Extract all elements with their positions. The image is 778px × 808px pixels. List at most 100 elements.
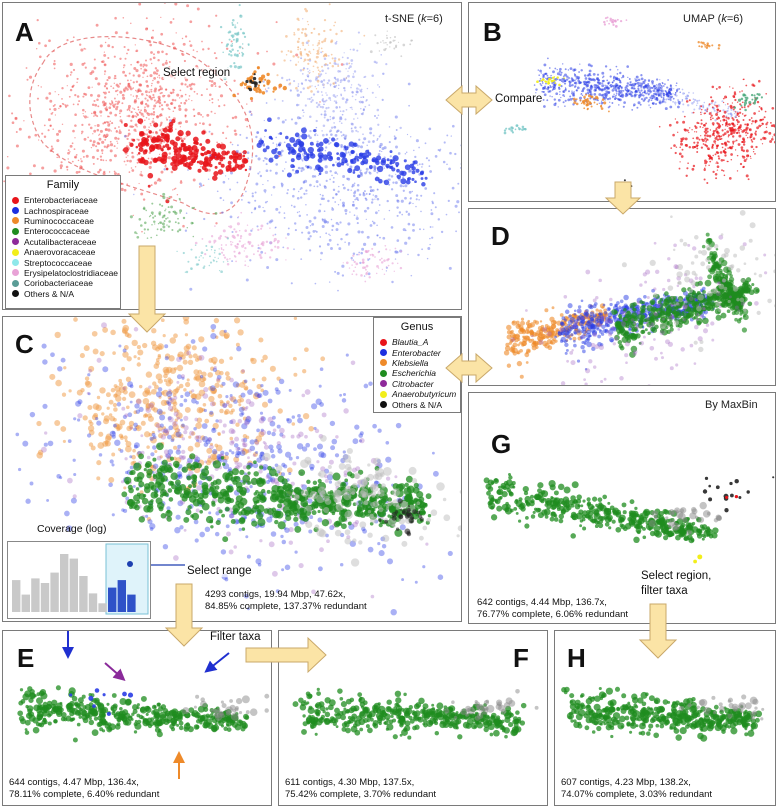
point-cloud — [182, 693, 270, 721]
family-legend-item: Erysipelatoclostridiaceae — [6, 268, 120, 278]
point-band — [292, 687, 527, 740]
histogram-bar — [69, 558, 78, 612]
histogram-bar — [127, 594, 136, 612]
family-legend-swatch — [12, 269, 19, 277]
family-legend-item: Enterococcaceae — [6, 226, 120, 236]
genus-legend-swatch — [380, 390, 387, 398]
panel-d-scatter — [479, 210, 775, 385]
family-legend-label: Streptococcaceae — [24, 257, 93, 268]
point-cloud — [725, 494, 739, 499]
compare-annotation: Compare — [495, 93, 543, 105]
family-legend-item: Enterobacteriaceae — [6, 195, 120, 205]
selection-lasso — [29, 36, 254, 215]
panel-b-title: UMAP (k=6) — [683, 13, 744, 25]
select-region-annotation: Select region — [163, 67, 231, 79]
genus-legend-swatch — [380, 359, 387, 367]
histogram-bar — [12, 580, 21, 612]
point-cloud — [245, 73, 262, 92]
genus-legend-swatch — [380, 369, 387, 377]
point-cloud — [109, 192, 218, 239]
panel-e-stats: 644 contigs, 4.47 Mbp, 136.4x, 78.11% co… — [9, 777, 160, 800]
panel-b: B UMAP (k=6) Compare — [468, 2, 776, 202]
histogram-bar — [79, 576, 88, 612]
genus-legend-swatch — [380, 380, 387, 388]
point-cloud — [619, 179, 633, 192]
family-legend-swatch — [12, 248, 19, 256]
point-band — [17, 685, 250, 743]
genus-legend-title: Genus — [400, 321, 434, 333]
genus-legend-label: Escherichia — [392, 368, 436, 379]
genus-legend-label: Others & N/A — [392, 399, 443, 410]
point-cloud — [378, 498, 424, 537]
panel-f-stats: 611 contigs, 4.30 Mbp, 137.5x, 75.42% co… — [285, 777, 437, 800]
family-legend-swatch — [12, 279, 19, 287]
family-legend-label: Ruminococcaceae — [24, 215, 94, 226]
highlight-arrow — [204, 652, 230, 673]
point-cloud — [194, 211, 289, 268]
family-legend-swatch — [12, 217, 19, 225]
coverage-histogram — [7, 541, 151, 619]
family-legend-swatch — [12, 196, 19, 204]
genus-legend-label: Enterobacter — [392, 347, 441, 358]
panel-f-label: F — [513, 643, 529, 673]
histogram-bar — [21, 594, 30, 612]
point-cloud — [697, 41, 721, 50]
family-legend-swatch — [12, 259, 19, 267]
point-cloud — [176, 237, 230, 274]
point-cloud — [678, 694, 765, 721]
point-cloud — [536, 76, 565, 87]
genus-legend-label: Blautia_A — [392, 337, 429, 348]
family-legend-label: Anaerovoracaceae — [24, 247, 96, 258]
panel-h: H 607 contigs, 4.23 Mbp, 138.2x, 74.07% … — [554, 630, 776, 806]
panel-e-label: E — [17, 643, 35, 673]
panel-h-label: H — [567, 643, 586, 673]
family-legend-item: Coriobacteriaceae — [6, 278, 120, 288]
panel-c-label: C — [15, 329, 34, 359]
histogram-bar — [31, 578, 40, 612]
panel-c-stats: 4293 contigs, 19.94 Mbp, 47.62x, 84.85% … — [205, 589, 367, 612]
select-range-annotation: Select range — [187, 565, 252, 577]
genus-legend: Genus Blautia_A Enterobacter Klebsiella Esc… — [373, 317, 461, 413]
point-band — [624, 75, 739, 122]
family-legend-label: Lachnospiraceae — [24, 205, 89, 216]
point-cloud — [369, 30, 413, 58]
genus-legend-swatch — [380, 401, 387, 409]
panel-b-label: B — [483, 17, 502, 47]
point-cloud — [276, 3, 366, 93]
family-legend-label: Others & N/A — [24, 288, 75, 299]
family-legend-item: Acutalibacteraceae — [6, 237, 120, 247]
panel-a-label: A — [15, 17, 34, 47]
point-band — [256, 117, 428, 187]
histogram-bar — [88, 593, 98, 612]
histogram-bar — [40, 583, 50, 612]
family-legend-item: Ruminococcaceae — [6, 216, 120, 226]
panel-d: D — [468, 208, 776, 386]
coverage-histogram-plot — [12, 543, 149, 615]
panel-d-label: D — [491, 221, 510, 251]
panel-a-title: t-SNE (k=6) — [385, 13, 443, 25]
point-cloud — [219, 4, 250, 81]
family-legend-swatch — [12, 290, 19, 298]
point-cloud — [342, 244, 403, 283]
family-legend-swatch — [12, 238, 19, 246]
select-region-filter-annotation: Select region, filter taxa — [641, 569, 712, 599]
point-cloud — [262, 18, 402, 161]
genus-legend-label: Citrobacter — [392, 378, 434, 389]
genus-legend-item: Klebsiella — [374, 358, 460, 368]
point-band — [561, 686, 763, 742]
panel-e: E 644 contigs, 4.47 Mbp, 136.4x, 78.11% … — [2, 630, 272, 806]
selected-range[interactable] — [105, 543, 149, 615]
point-cloud — [572, 93, 610, 113]
genus-legend-swatch — [380, 338, 387, 346]
point-cloud — [658, 78, 775, 185]
family-legend-item: Anaerovoracaceae — [6, 247, 120, 257]
panel-g-stats: 642 contigs, 4.44 Mbp, 136.7x, 76.77% co… — [477, 597, 629, 620]
genus-legend-item: Anaerobutyricum — [374, 389, 460, 399]
point-cloud — [733, 93, 763, 112]
family-legend-label: Acutalibacteraceae — [24, 236, 97, 247]
panel-g-scatter — [483, 473, 775, 564]
panel-g-label: G — [491, 429, 512, 459]
histogram-bar — [50, 572, 59, 612]
family-legend-item: Streptococcaceae — [6, 257, 120, 268]
range-handle[interactable] — [127, 561, 133, 567]
